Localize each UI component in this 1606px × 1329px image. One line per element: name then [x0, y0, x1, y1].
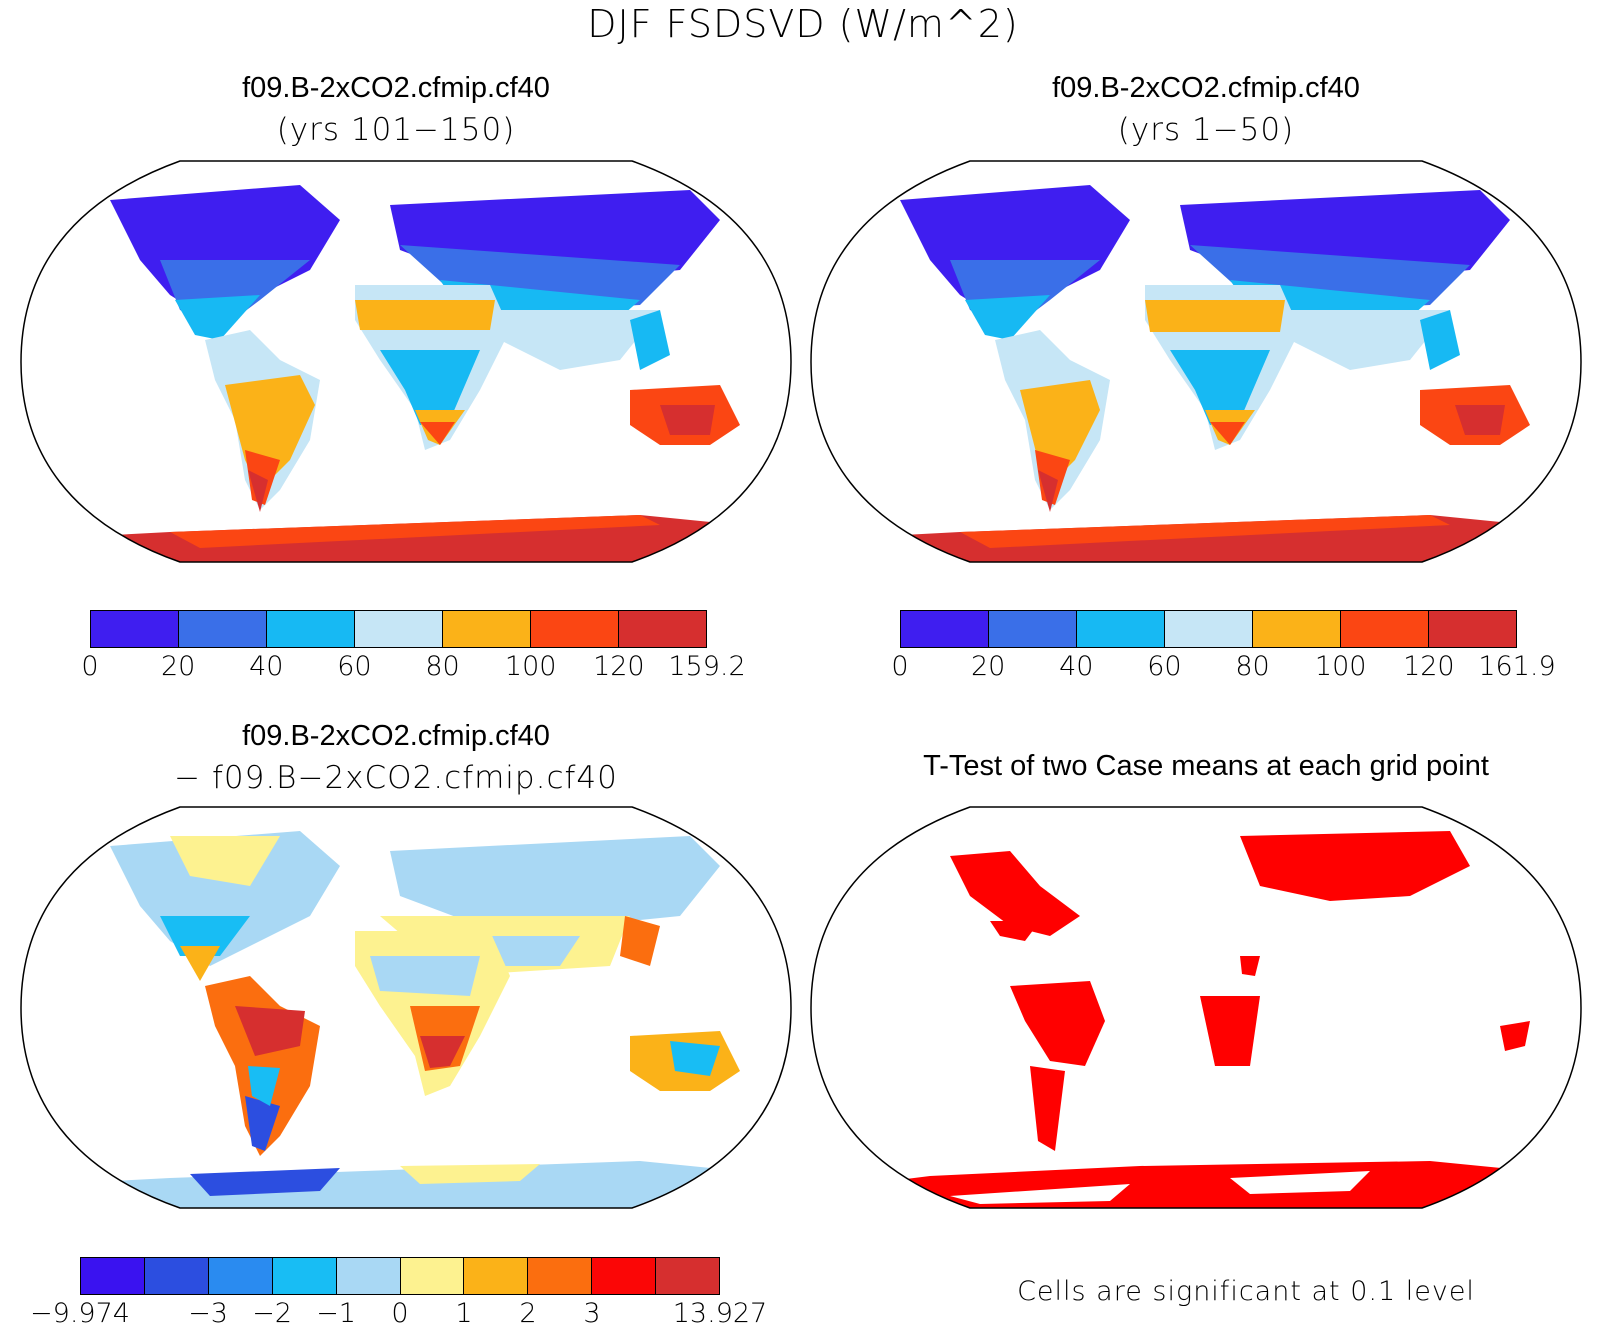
panel-bl-title: f09.B-2xCO2.cfmip.cf40 — [242, 720, 550, 752]
colorbar-tick-label: −3 — [188, 1298, 228, 1329]
panel-tl-subtitle: (yrs 101−150) — [276, 112, 516, 148]
panel-tr-subtitle: (yrs 1−50) — [1117, 112, 1295, 148]
colorbar-tick-label: 80 — [425, 651, 460, 682]
colorbar-segment — [81, 1258, 145, 1294]
significance-note: Cells are significant at 0.1 level — [1017, 1276, 1475, 1307]
colorbar-tick-label: 2 — [519, 1298, 537, 1329]
colorbar-segment — [443, 611, 531, 647]
colorbar-tick-label: 60 — [337, 651, 372, 682]
colorbar-tick-label: 100 — [504, 651, 557, 682]
colorbar-segment — [989, 611, 1077, 647]
colorbar-segment — [1341, 611, 1429, 647]
colorbar-tick-label: 1 — [455, 1298, 473, 1329]
colorbar-tick-label: 40 — [249, 651, 284, 682]
colorbar-tick-label: −1 — [316, 1298, 356, 1329]
colorbar-segment — [1077, 611, 1165, 647]
colorbar-segment — [267, 611, 355, 647]
colorbar-tl — [90, 610, 707, 648]
colorbar-segment — [656, 1258, 720, 1294]
colorbar-tl-ticks: 0 20 40 60 80 100 120 159.2 — [81, 651, 745, 685]
map-br — [810, 806, 1582, 1209]
colorbar-segment — [400, 1258, 465, 1294]
colorbar-segment — [901, 611, 989, 647]
colorbar-bl-ticks: −9.974 −3 −2 −1 0 1 2 3 13.927 — [30, 1298, 767, 1329]
colorbar-tick-label: 3 — [583, 1298, 601, 1329]
colorbar-segment — [144, 1258, 209, 1294]
colorbar-tr — [900, 610, 1517, 648]
map-bl — [20, 806, 792, 1209]
panel-br-title: T-Test of two Case means at each grid po… — [923, 750, 1489, 782]
colorbar-segment — [464, 1258, 529, 1294]
colorbar-segment — [355, 611, 443, 647]
colorbar-tick-label: 20 — [160, 651, 196, 682]
colorbar-tick-label: 159.2 — [668, 651, 746, 682]
colorbar-segment — [336, 1258, 401, 1294]
colorbar-segment — [179, 611, 267, 647]
colorbar-tick-label: −2 — [252, 1298, 292, 1329]
colorbar-tick-label: 80 — [1235, 651, 1270, 682]
colorbar-tick-label: 13.927 — [672, 1298, 768, 1329]
colorbar-tick-label: 0 — [81, 651, 99, 682]
colorbar-tick-label: 120 — [1403, 651, 1455, 682]
colorbar-segment — [528, 1258, 593, 1294]
colorbar-segment — [1429, 611, 1516, 647]
colorbar-tick-label: 40 — [1059, 651, 1094, 682]
colorbar-tick-label: 60 — [1147, 651, 1182, 682]
map-tr — [810, 160, 1582, 563]
colorbar-segment — [619, 611, 706, 647]
colorbar-tick-label: 0 — [891, 651, 909, 682]
figure-title: DJF FSDSVD (W/m^2) — [587, 2, 1019, 46]
colorbar-segment — [208, 1258, 273, 1294]
colorbar-segment — [272, 1258, 337, 1294]
colorbar-segment — [531, 611, 619, 647]
colorbar-tick-label: 100 — [1314, 651, 1367, 682]
colorbar-tick-label: 161.9 — [1478, 651, 1556, 682]
panel-bl-subtitle: − f09.B−2xCO2.cfmip.cf40 — [174, 760, 618, 796]
colorbar-segment — [1253, 611, 1341, 647]
colorbar-bl — [80, 1257, 720, 1295]
panel-tl-title: f09.B-2xCO2.cfmip.cf40 — [242, 72, 550, 104]
map-tl — [20, 160, 792, 563]
colorbar-tick-label: 0 — [391, 1298, 409, 1329]
panel-tr-title: f09.B-2xCO2.cfmip.cf40 — [1052, 72, 1360, 104]
colorbar-segment — [592, 1258, 657, 1294]
colorbar-segment — [1165, 611, 1253, 647]
colorbar-tick-label: 120 — [593, 651, 645, 682]
colorbar-tick-label: −9.974 — [30, 1298, 130, 1329]
colorbar-tick-label: 20 — [970, 651, 1006, 682]
colorbar-segment — [91, 611, 179, 647]
colorbar-tr-ticks: 0 20 40 60 80 100 120 161.9 — [891, 651, 1555, 685]
